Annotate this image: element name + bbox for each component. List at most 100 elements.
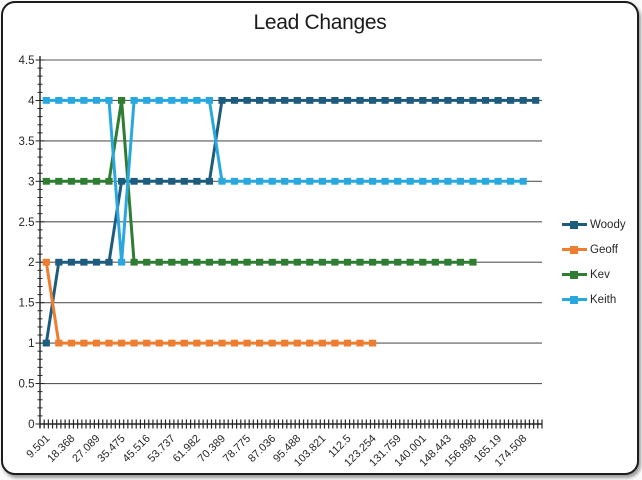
- y-tick-label: 2: [28, 257, 34, 269]
- series-marker: [42, 258, 50, 266]
- series-marker: [155, 97, 163, 104]
- series-marker: [130, 177, 138, 185]
- series-marker: [306, 177, 314, 185]
- legend-label: Keith: [590, 293, 617, 306]
- series-marker: [343, 258, 352, 266]
- y-tick-label: 1: [28, 338, 34, 350]
- series-marker: [80, 97, 88, 104]
- series-marker: [243, 177, 251, 185]
- series-marker: [218, 97, 226, 104]
- series-marker: [331, 177, 339, 185]
- y-tick-label: 3: [28, 176, 34, 188]
- series-marker: [42, 339, 50, 347]
- series-marker: [155, 258, 163, 266]
- series-marker: [55, 97, 63, 104]
- y-axis-ticks: [35, 59, 45, 425]
- series-marker: [306, 97, 314, 104]
- series-marker: [42, 97, 50, 104]
- series-marker: [356, 97, 364, 104]
- series-marker: [369, 258, 377, 266]
- series-marker: [193, 258, 201, 266]
- legend-item-woody: Woody: [562, 212, 626, 237]
- series-marker: [118, 339, 126, 347]
- legend-label: Kev: [590, 268, 610, 281]
- series-marker: [469, 97, 477, 104]
- series-marker: [193, 97, 201, 104]
- legend-marker-keith-icon: [562, 295, 587, 304]
- y-tick-label: 0.5: [19, 379, 35, 391]
- series-marker: [230, 177, 239, 185]
- series-marker: [394, 177, 402, 185]
- chart-title: Lead Changes: [253, 11, 387, 34]
- series-marker: [356, 177, 364, 185]
- series-marker: [281, 97, 289, 104]
- series-marker: [143, 97, 151, 104]
- legend-label: Geoff: [590, 243, 618, 256]
- series-marker: [143, 177, 151, 185]
- series-marker: [306, 339, 314, 347]
- series-marker: [469, 258, 477, 266]
- series-marker: [180, 97, 188, 104]
- series-marker: [193, 177, 201, 185]
- series-marker: [105, 258, 113, 266]
- series-marker: [42, 177, 50, 185]
- series-marker: [469, 177, 477, 185]
- series-marker: [406, 258, 414, 266]
- series-marker: [532, 97, 540, 104]
- legend-marker-square: [570, 270, 578, 279]
- series-marker: [456, 258, 464, 266]
- series-geoff: [42, 258, 377, 347]
- series-marker: [419, 177, 427, 185]
- series-marker: [118, 258, 126, 266]
- series-marker: [80, 177, 88, 185]
- series-marker: [180, 177, 188, 185]
- series-marker: [143, 258, 151, 266]
- series-marker: [118, 97, 126, 104]
- series-marker: [281, 177, 289, 185]
- legend-marker-geoff-icon: [562, 245, 587, 254]
- series-marker: [356, 339, 364, 347]
- legend-marker-square: [570, 295, 578, 304]
- series-marker: [55, 339, 63, 347]
- series-marker: [105, 177, 113, 185]
- series-marker: [481, 97, 490, 104]
- chart-legend: Woody Geoff Kev Keith: [562, 212, 626, 312]
- series-marker: [318, 97, 326, 104]
- series-marker: [168, 258, 176, 266]
- series-marker: [155, 339, 163, 347]
- series-marker: [256, 177, 264, 185]
- series-marker: [369, 97, 377, 104]
- series-marker: [256, 97, 264, 104]
- y-tick-label: 3.5: [19, 136, 35, 148]
- series-marker: [92, 339, 101, 347]
- series-marker: [193, 339, 201, 347]
- series-marker: [268, 97, 276, 104]
- series-marker: [143, 339, 151, 347]
- series-marker: [205, 258, 213, 266]
- series-marker: [419, 97, 427, 104]
- y-axis-labels: 0 0.5 1 1.5 2 2.5 3 3.5 4 4.5: [19, 55, 36, 431]
- series-marker: [381, 97, 389, 104]
- series-marker: [331, 339, 339, 347]
- series-marker: [67, 177, 75, 185]
- series-keith: [42, 97, 527, 266]
- series-marker: [281, 258, 289, 266]
- series-marker: [481, 177, 490, 185]
- axes: [39, 56, 542, 428]
- y-tick-label: 1.5: [19, 298, 35, 310]
- series-marker: [92, 258, 101, 266]
- series-marker: [243, 339, 251, 347]
- series-marker: [293, 177, 301, 185]
- series-marker: [306, 258, 314, 266]
- legend-marker-square: [570, 245, 578, 254]
- series-marker: [431, 97, 439, 104]
- series-marker: [218, 177, 226, 185]
- series-marker: [519, 97, 527, 104]
- series-marker: [381, 258, 389, 266]
- series-marker: [456, 97, 464, 104]
- series-marker: [369, 339, 377, 347]
- series-marker: [507, 177, 515, 185]
- series-marker: [281, 339, 289, 347]
- legend-item-geoff: Geoff: [562, 237, 626, 262]
